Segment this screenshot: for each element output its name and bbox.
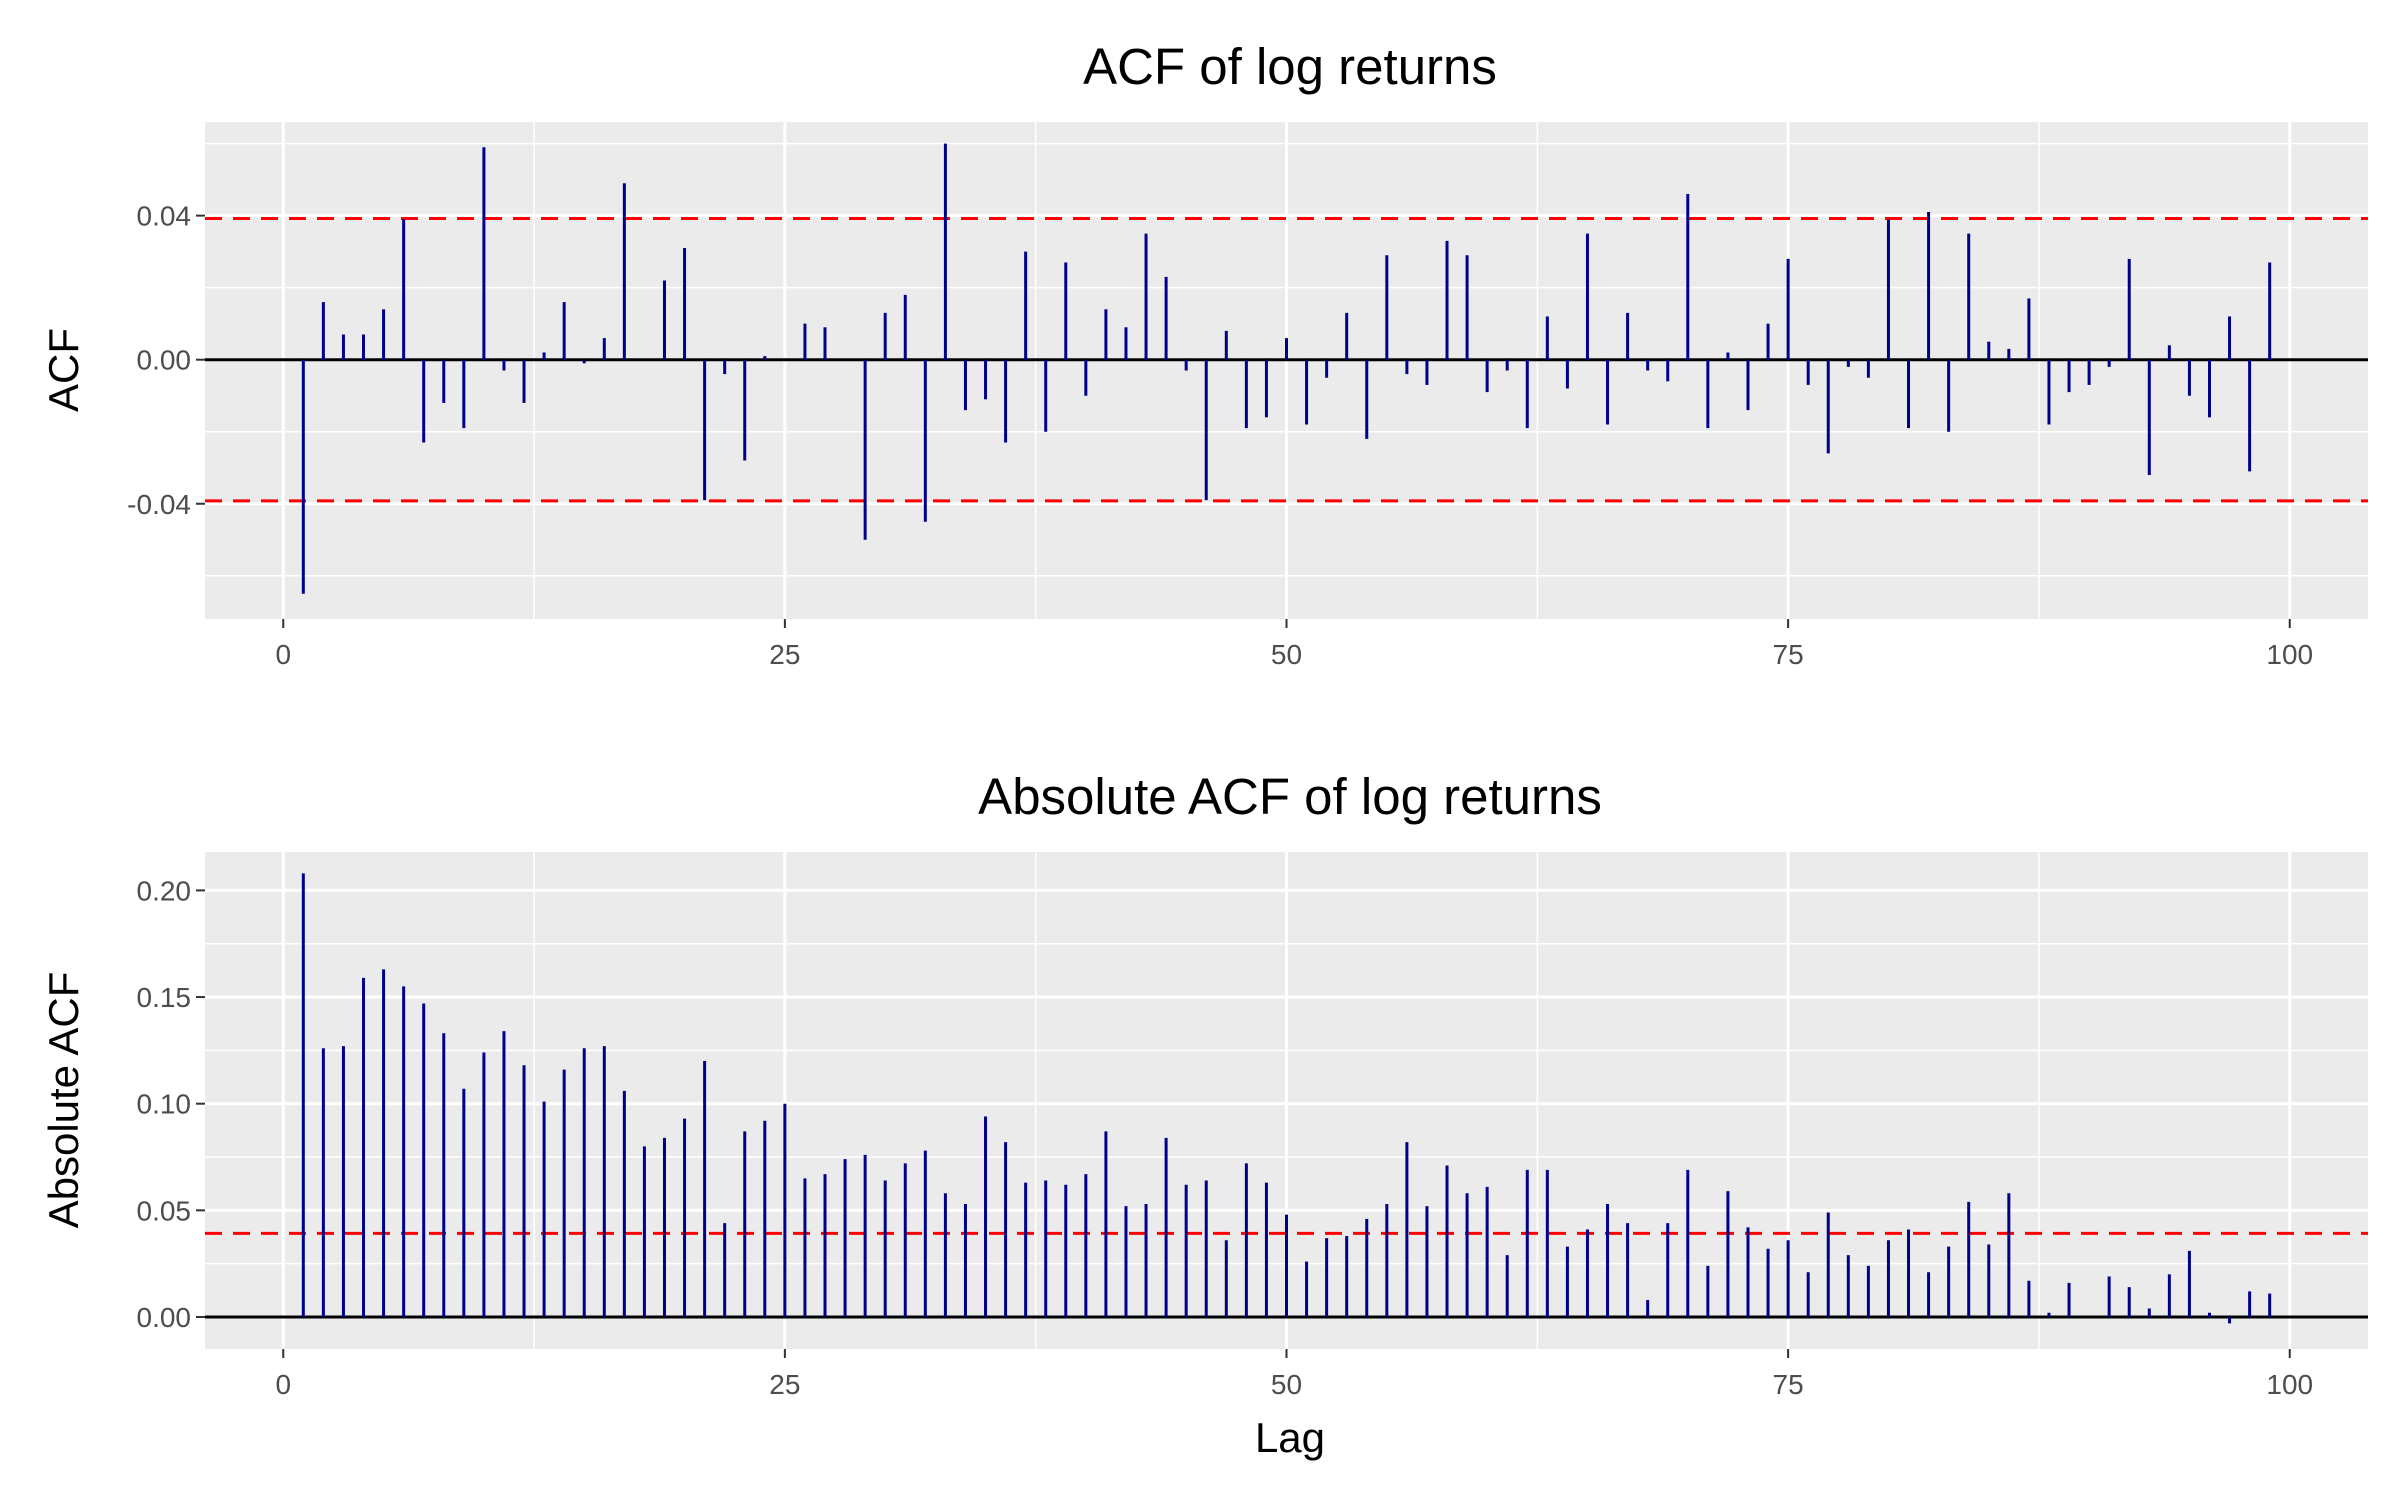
- acf-x-tick-label: 50: [1271, 639, 1302, 670]
- acf-x-axis: 0 25 50 75 100: [275, 619, 2313, 670]
- acf-x-tick-label: 25: [769, 639, 800, 670]
- lag-x-axis-label: Lag: [1255, 1414, 1325, 1461]
- abs-acf-y-tick-label: 0.05: [137, 1195, 192, 1226]
- abs-acf-y-tick-label: 0.20: [137, 875, 192, 906]
- acf-y-tick-label: -0.04: [127, 489, 191, 520]
- acf-bars: [205, 143, 2368, 594]
- abs-acf-chart-title: Absolute ACF of log returns: [978, 768, 1602, 825]
- acf-y-axis: -0.04 0.00 0.04: [127, 201, 205, 520]
- acf-panel: ACF of log returns -0.04 0.00 0.04 0 25 50 75…: [40, 38, 2368, 670]
- acf-x-tick-label: 0: [275, 639, 291, 670]
- abs-acf-x-tick-label: 0: [275, 1369, 291, 1400]
- abs-acf-x-axis: 0 25 50 75 100: [275, 1349, 2313, 1400]
- acf-y-tick-label: 0.00: [137, 345, 192, 376]
- abs-acf-y-axis: 0.00 0.05 0.10 0.15 0.20: [137, 875, 205, 1333]
- acf-x-tick-label: 100: [2266, 639, 2313, 670]
- abs-acf-x-tick-label: 50: [1271, 1369, 1302, 1400]
- acf-x-tick-label: 75: [1773, 639, 1804, 670]
- acf-confidence-lines: [205, 217, 2368, 503]
- abs-acf-x-tick-label: 25: [769, 1369, 800, 1400]
- acf-chart-title: ACF of log returns: [1083, 38, 1497, 95]
- abs-acf-x-tick-label: 75: [1773, 1369, 1804, 1400]
- acf-y-axis-label: ACF: [40, 328, 87, 412]
- abs-acf-bars: [205, 873, 2368, 1324]
- acf-y-tick-label: 0.04: [137, 201, 192, 232]
- abs-acf-y-tick-label: 0.10: [137, 1089, 192, 1120]
- abs-acf-panel: Absolute ACF of log returns 0.00 0.05 0.10…: [40, 768, 2368, 1461]
- abs-acf-y-tick-label: 0.15: [137, 982, 192, 1013]
- abs-acf-x-tick-label: 100: [2266, 1369, 2313, 1400]
- abs-acf-y-axis-label: Absolute ACF: [40, 972, 87, 1229]
- abs-acf-y-tick-label: 0.00: [137, 1302, 192, 1333]
